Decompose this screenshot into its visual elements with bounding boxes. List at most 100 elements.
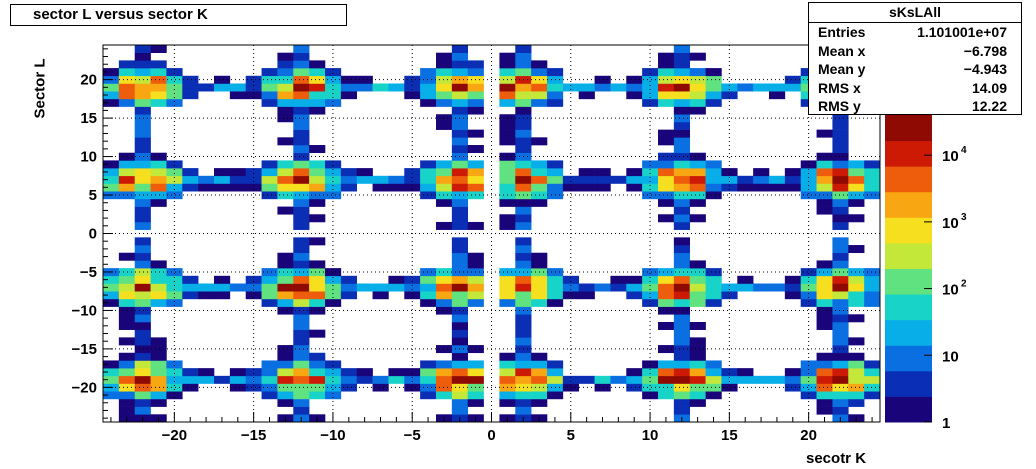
heatmap-cell — [769, 175, 786, 184]
heatmap-cell — [451, 245, 469, 254]
heatmap-cell — [848, 283, 865, 292]
heatmap-cell — [388, 183, 405, 192]
heatmap-cell — [118, 360, 136, 369]
heatmap-cell — [673, 145, 691, 154]
heatmap-cell — [594, 75, 611, 84]
heatmap-cell — [832, 168, 849, 177]
heatmap-cell — [309, 260, 326, 269]
heatmap-cell — [245, 291, 262, 300]
color-scale-band — [885, 358, 932, 365]
heatmap-cell — [293, 368, 310, 377]
heatmap-cell — [134, 352, 151, 361]
heatmap-cell — [499, 398, 516, 407]
heatmap-cell — [150, 352, 167, 361]
heatmap-cell — [737, 83, 754, 92]
heatmap-cell — [689, 368, 706, 377]
heatmap-cell — [673, 191, 691, 200]
heatmap-cell — [309, 91, 326, 100]
heatmap-cell — [293, 221, 310, 230]
heatmap-cell — [689, 375, 706, 384]
heatmap-cell — [515, 214, 532, 223]
heatmap-cell — [689, 337, 706, 346]
heatmap-cell — [753, 83, 770, 92]
heatmap-cell — [420, 375, 437, 384]
heatmap-cell — [531, 98, 548, 107]
heatmap-cell — [166, 360, 183, 369]
heatmap-cell — [673, 237, 691, 246]
heatmap-cell — [451, 368, 469, 377]
heatmap-cell — [118, 352, 136, 361]
heatmap-cell — [816, 352, 833, 361]
heatmap-cell — [451, 83, 469, 92]
heatmap-cell — [293, 314, 310, 323]
heatmap-cell — [293, 168, 310, 177]
heatmap-cell — [118, 375, 136, 384]
heatmap-cell — [325, 98, 342, 107]
heatmap-cell — [103, 375, 120, 384]
heatmap-cell — [816, 314, 833, 323]
heatmap-cell — [848, 291, 865, 300]
heatmap-cell — [436, 98, 453, 107]
heatmap-cell — [658, 375, 675, 384]
heatmap-cell — [689, 152, 706, 161]
heatmap-cell — [499, 91, 516, 100]
heatmap-cell — [673, 45, 691, 53]
heatmap-cell — [118, 152, 136, 161]
heatmap-cell — [467, 221, 484, 230]
heatmap-cell — [356, 175, 373, 184]
heatmap-cell — [832, 337, 849, 346]
heatmap-cell — [578, 291, 595, 300]
heatmap-cell — [673, 75, 691, 84]
heatmap-cell — [103, 160, 120, 169]
heatmap-cell — [293, 268, 310, 277]
heatmap-cell — [372, 375, 389, 384]
heatmap-cell — [673, 183, 691, 192]
heatmap-cell — [658, 152, 675, 161]
heatmap-cell — [673, 52, 691, 61]
heatmap-cell — [784, 75, 802, 84]
heatmap-cell — [769, 283, 786, 292]
heatmap-cell — [705, 383, 722, 392]
heatmap-cell — [531, 198, 548, 207]
heatmap-cell — [404, 83, 421, 92]
heatmap-cell — [150, 91, 167, 100]
heatmap-cell — [531, 298, 548, 307]
heatmap-cell — [626, 83, 643, 92]
heatmap-cell — [293, 375, 310, 384]
heatmap-cell — [673, 283, 691, 292]
color-scale-band — [885, 364, 932, 372]
heatmap-cell — [864, 391, 881, 400]
heatmap-cell — [166, 168, 183, 177]
color-scale-band — [885, 159, 932, 167]
heatmap-cell — [150, 275, 167, 284]
heatmap-cell — [309, 375, 326, 384]
heatmap-cell — [737, 183, 754, 192]
heatmap-cell — [134, 98, 151, 107]
heatmap-cell — [420, 160, 437, 169]
heatmap-cell — [150, 298, 167, 307]
heatmap-cell — [134, 237, 151, 246]
heatmap-cell — [118, 68, 136, 77]
heatmap-cell — [531, 83, 548, 92]
heatmap-cell — [689, 298, 706, 307]
heatmap-cell — [499, 60, 516, 69]
heatmap-cell — [642, 191, 659, 200]
heatmap-cell — [277, 268, 294, 277]
heatmap-cell — [515, 91, 532, 100]
heatmap-cell — [150, 368, 167, 377]
heatmap-cell — [166, 98, 183, 107]
heatmap-cell — [467, 291, 484, 300]
heatmap-cell — [451, 298, 469, 307]
heatmap-cell — [340, 83, 358, 92]
heatmap-cell — [689, 106, 706, 115]
heatmap-cell — [309, 360, 326, 369]
heatmap-cell — [182, 275, 199, 284]
heatmap-cell — [673, 329, 691, 338]
heatmap-cell — [515, 98, 532, 107]
heatmap-cell — [451, 283, 469, 292]
heatmap-cell — [784, 383, 802, 392]
heatmap-cell — [642, 375, 659, 384]
color-scale-band — [885, 332, 932, 340]
heatmap-cell — [800, 375, 817, 384]
heatmap-cell — [134, 345, 151, 354]
